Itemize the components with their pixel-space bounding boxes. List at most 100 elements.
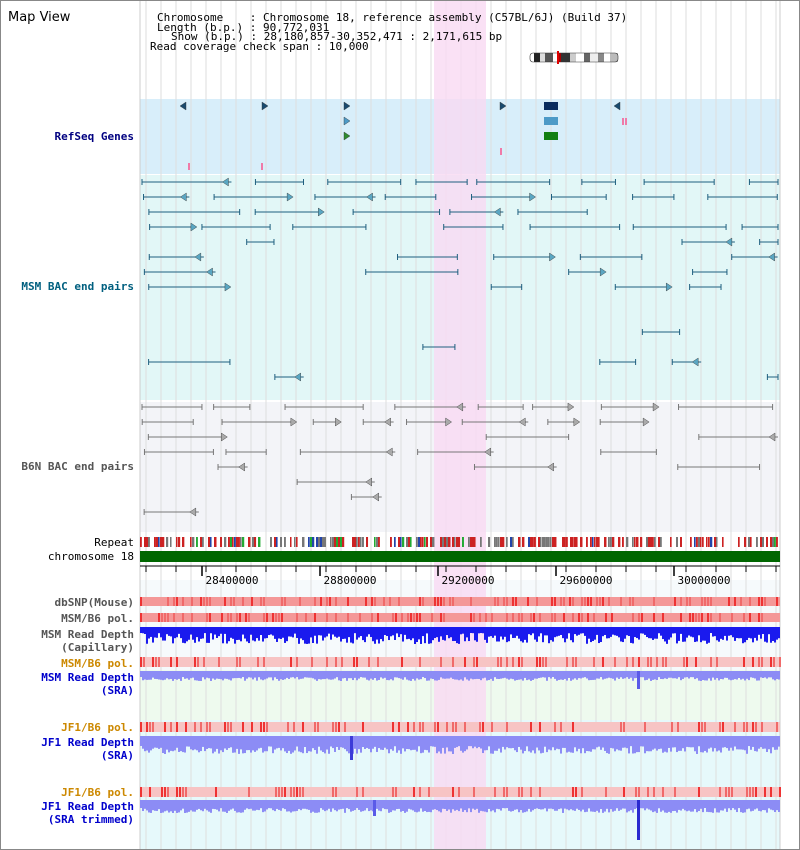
read-depth-bar[interactable] bbox=[776, 627, 778, 640]
pol-density-mark[interactable] bbox=[176, 722, 178, 732]
read-depth-bar[interactable] bbox=[490, 627, 492, 637]
read-depth-bar[interactable] bbox=[606, 736, 608, 754]
bac-end-arrow[interactable] bbox=[529, 192, 536, 202]
bac-end-arrow[interactable] bbox=[384, 417, 391, 427]
repeat-element[interactable] bbox=[430, 537, 433, 547]
pol-density-mark[interactable] bbox=[449, 597, 451, 606]
read-depth-bar[interactable] bbox=[178, 627, 180, 634]
pol-density-mark[interactable] bbox=[173, 613, 175, 622]
read-depth-bar[interactable] bbox=[386, 800, 388, 810]
read-depth-bar[interactable] bbox=[718, 800, 720, 813]
repeat-element[interactable] bbox=[156, 537, 159, 547]
read-depth-bar[interactable] bbox=[402, 671, 404, 680]
pol-density-mark[interactable] bbox=[479, 613, 481, 622]
read-depth-bar[interactable] bbox=[216, 671, 218, 679]
read-depth-bar[interactable] bbox=[160, 736, 162, 748]
pol-density-mark[interactable] bbox=[728, 597, 730, 606]
read-depth-bar[interactable] bbox=[590, 627, 592, 643]
read-depth-bar[interactable] bbox=[360, 671, 362, 678]
read-depth-bar[interactable] bbox=[620, 671, 622, 678]
repeat-element[interactable] bbox=[510, 537, 513, 547]
pol-density-mark[interactable] bbox=[491, 613, 493, 622]
read-depth-bar[interactable] bbox=[208, 800, 210, 812]
read-depth-bar[interactable] bbox=[292, 736, 294, 753]
read-depth-bar[interactable] bbox=[520, 627, 522, 642]
repeat-element[interactable] bbox=[706, 537, 708, 547]
read-depth-bar[interactable] bbox=[608, 671, 610, 678]
read-depth-bar[interactable] bbox=[314, 671, 316, 680]
read-depth-bar[interactable] bbox=[772, 671, 774, 680]
read-depth-bar[interactable] bbox=[724, 736, 726, 748]
read-depth-bar[interactable] bbox=[736, 627, 738, 639]
repeat-element[interactable] bbox=[522, 537, 525, 547]
read-depth-bar[interactable] bbox=[764, 671, 766, 678]
read-depth-bar[interactable] bbox=[280, 627, 282, 639]
read-depth-bar[interactable] bbox=[200, 800, 202, 811]
read-depth-bar[interactable] bbox=[260, 736, 262, 748]
track-label-msm-bac[interactable]: MSM BAC end pairs bbox=[21, 280, 134, 293]
repeat-element[interactable] bbox=[500, 537, 503, 547]
repeat-element[interactable] bbox=[202, 537, 204, 547]
pol-density-mark[interactable] bbox=[545, 657, 547, 667]
repeat-element[interactable] bbox=[652, 537, 654, 547]
pol-density-mark[interactable] bbox=[731, 787, 733, 797]
read-depth-bar[interactable] bbox=[556, 671, 558, 681]
read-depth-bar[interactable] bbox=[630, 671, 632, 678]
read-depth-bar[interactable] bbox=[356, 671, 358, 681]
read-depth-bar[interactable] bbox=[258, 736, 260, 749]
read-depth-bar[interactable] bbox=[468, 800, 470, 809]
read-depth-bar[interactable] bbox=[332, 671, 334, 680]
read-depth-bar[interactable] bbox=[686, 800, 688, 812]
pol-density-mark[interactable] bbox=[365, 597, 367, 606]
read-depth-bar[interactable] bbox=[618, 800, 620, 811]
bac-end-arrow[interactable] bbox=[768, 252, 775, 262]
read-depth-bar[interactable] bbox=[182, 736, 184, 753]
pol-density-mark[interactable] bbox=[206, 613, 208, 622]
read-depth-bar[interactable] bbox=[620, 736, 622, 751]
read-depth-bar[interactable] bbox=[742, 627, 744, 644]
read-depth-bar[interactable] bbox=[458, 627, 460, 644]
read-depth-bar[interactable] bbox=[266, 671, 268, 679]
repeat-element[interactable] bbox=[146, 537, 149, 547]
read-depth-bar[interactable] bbox=[348, 627, 350, 638]
read-depth-bar[interactable] bbox=[486, 800, 488, 813]
read-depth-bar[interactable] bbox=[304, 800, 306, 809]
read-depth-bar[interactable] bbox=[672, 671, 674, 679]
read-depth-bar[interactable] bbox=[568, 671, 570, 678]
read-depth-bar[interactable] bbox=[166, 736, 168, 750]
pol-density-mark[interactable] bbox=[764, 597, 766, 606]
read-depth-bar[interactable] bbox=[290, 736, 292, 754]
pol-density-mark[interactable] bbox=[665, 657, 667, 667]
pol-density-mark[interactable] bbox=[344, 722, 346, 732]
pol-density-mark[interactable] bbox=[653, 787, 655, 797]
read-depth-bar[interactable] bbox=[534, 627, 536, 640]
read-depth-bar[interactable] bbox=[426, 671, 428, 681]
read-depth-bar[interactable] bbox=[444, 800, 446, 810]
repeat-element[interactable] bbox=[756, 537, 758, 547]
repeat-element[interactable] bbox=[334, 537, 337, 547]
read-depth-bar[interactable] bbox=[656, 800, 658, 813]
read-depth-bar[interactable] bbox=[746, 800, 748, 810]
read-depth-bar[interactable] bbox=[370, 671, 372, 679]
pol-density-mark[interactable] bbox=[326, 597, 328, 606]
read-depth-bar[interactable] bbox=[234, 800, 236, 811]
pol-density-mark[interactable] bbox=[551, 613, 553, 622]
read-depth-bar[interactable] bbox=[370, 736, 372, 753]
read-depth-bar[interactable] bbox=[410, 800, 412, 810]
refseq-gene-mark[interactable] bbox=[622, 118, 624, 125]
read-depth-bar[interactable] bbox=[600, 736, 602, 750]
read-depth-bar[interactable] bbox=[566, 736, 568, 753]
read-depth-bar[interactable] bbox=[566, 800, 568, 810]
read-depth-bar[interactable] bbox=[366, 736, 368, 748]
pol-density-mark[interactable] bbox=[335, 657, 337, 667]
repeat-element[interactable] bbox=[698, 537, 701, 547]
pol-density-mark[interactable] bbox=[749, 787, 751, 797]
pol-density-mark[interactable] bbox=[209, 597, 211, 606]
read-depth-bar[interactable] bbox=[668, 627, 670, 640]
track-label-jf1-b6-pol-1[interactable]: JF1/B6 pol. bbox=[61, 721, 134, 734]
read-depth-bar[interactable] bbox=[238, 627, 240, 640]
pol-density-mark[interactable] bbox=[572, 722, 574, 732]
read-depth-bar[interactable] bbox=[144, 671, 146, 680]
pol-density-mark[interactable] bbox=[191, 597, 193, 606]
pol-density-mark[interactable] bbox=[233, 597, 235, 606]
